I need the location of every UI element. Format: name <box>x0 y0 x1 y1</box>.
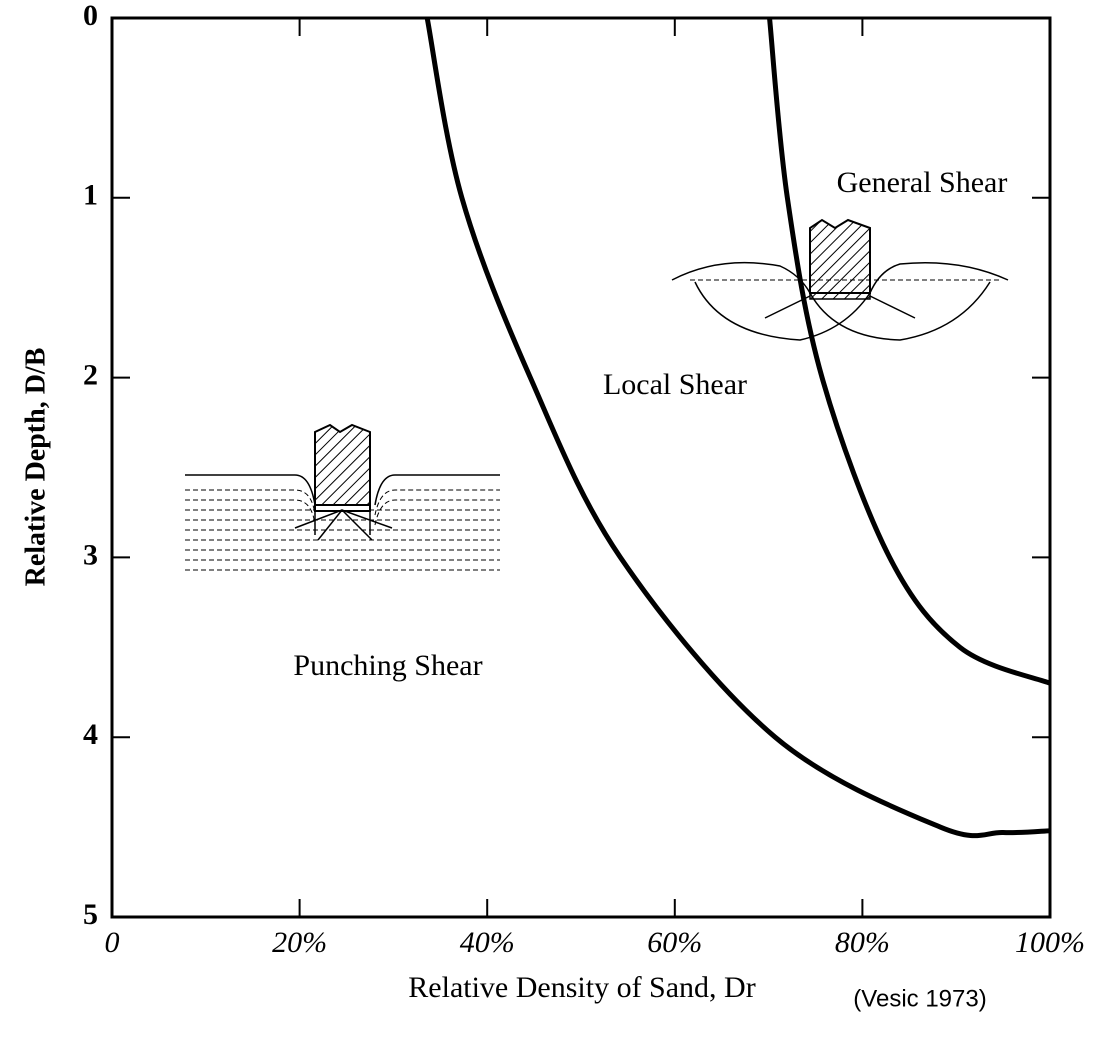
x-tick-label: 20% <box>272 926 327 959</box>
region-label: General Shear <box>837 166 1008 199</box>
x-tick-label: 80% <box>835 926 890 959</box>
boundary-curve <box>767 17 1051 686</box>
x-tick-label: 100% <box>1015 926 1085 959</box>
boundary-curve <box>424 17 1051 839</box>
general-shear-sketch <box>671 218 1009 341</box>
y-tick-label: 5 <box>83 898 98 931</box>
y-axis-label: Relative Depth, D/B <box>20 348 51 587</box>
y-tick-label: 0 <box>83 0 98 32</box>
punching-sketch <box>185 423 500 571</box>
y-tick-label: 1 <box>83 179 98 212</box>
region-label: Local Shear <box>603 368 747 401</box>
plot-frame <box>110 16 1052 919</box>
x-tick-label: 60% <box>647 926 702 959</box>
x-tick-label: 0 <box>105 926 120 959</box>
region-label: Punching Shear <box>293 649 482 682</box>
y-tick-label: 2 <box>83 358 98 391</box>
x-tick-label: 40% <box>460 926 515 959</box>
y-tick-label: 4 <box>83 718 98 751</box>
source-note: (Vesic 1973) <box>853 985 986 1012</box>
x-axis-label: Relative Density of Sand, Dr <box>408 971 755 1004</box>
y-tick-label: 3 <box>83 538 98 571</box>
